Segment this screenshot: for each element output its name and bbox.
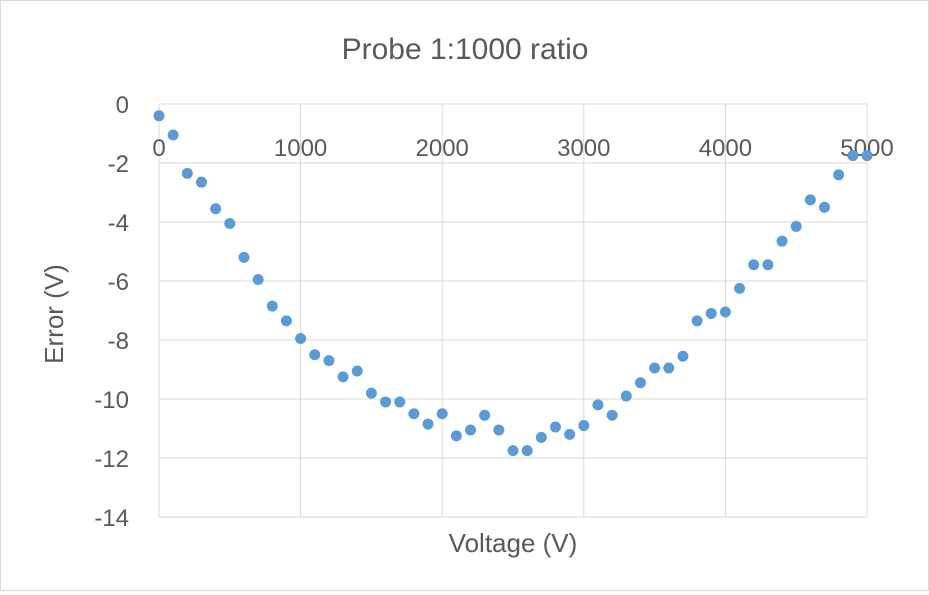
y-tick-label: -4 [108, 210, 129, 237]
data-point [493, 424, 505, 436]
data-point [295, 333, 307, 345]
data-points [153, 110, 873, 457]
y-tick-label: 0 [116, 92, 129, 119]
y-tick-label: -2 [108, 151, 129, 178]
data-point [535, 431, 547, 443]
data-point [833, 169, 845, 181]
data-point [238, 251, 250, 263]
data-point [210, 203, 222, 215]
x-tick-label: 4000 [699, 135, 752, 162]
data-point [380, 396, 392, 408]
data-point [153, 110, 165, 122]
data-point [436, 408, 448, 420]
data-point [479, 409, 491, 421]
y-tick-label: -8 [108, 328, 129, 355]
data-point [606, 409, 618, 421]
x-tick-label: 3000 [557, 135, 610, 162]
data-point [521, 445, 533, 457]
axes [158, 103, 867, 517]
data-point [861, 150, 873, 162]
data-point [195, 176, 207, 188]
data-point [719, 306, 731, 318]
data-point [549, 421, 561, 433]
data-point [649, 362, 661, 374]
data-point [790, 220, 802, 232]
y-tick-label: -12 [94, 446, 129, 473]
data-point [691, 315, 703, 327]
data-point [408, 408, 420, 420]
data-point [663, 362, 675, 374]
data-point [252, 274, 264, 286]
data-point [224, 217, 236, 229]
data-point [365, 387, 377, 399]
x-tick-label: 2000 [416, 135, 469, 162]
x-tick-label: 0 [152, 135, 165, 162]
data-point [266, 300, 278, 312]
data-point [167, 129, 179, 141]
x-tick-label: 1000 [274, 135, 327, 162]
data-point [351, 365, 363, 377]
data-point [819, 201, 831, 213]
data-point [507, 445, 519, 457]
y-axis-title: Error (V) [39, 264, 69, 364]
data-point [776, 235, 788, 247]
data-point [181, 167, 193, 179]
data-point [465, 424, 477, 436]
data-point [634, 377, 646, 389]
y-tick-label: -14 [94, 505, 129, 532]
data-point [677, 350, 689, 362]
data-point [705, 307, 717, 319]
data-point [323, 355, 335, 367]
data-point [748, 259, 760, 271]
data-point [762, 259, 774, 271]
tick-labels: 0-2-4-6-8-10-12-140 1000 2000 3000 4000 5000 [94, 92, 893, 532]
data-point [578, 420, 590, 432]
data-point [847, 150, 859, 162]
chart-title: Probe 1:1000 ratio [342, 33, 589, 66]
data-point [280, 315, 292, 327]
data-point [309, 349, 321, 361]
data-point [592, 399, 604, 411]
data-point [337, 371, 349, 383]
y-tick-label: -10 [94, 387, 129, 414]
data-point [564, 428, 576, 440]
data-point [734, 282, 746, 294]
data-point [422, 418, 434, 430]
data-point [620, 390, 632, 402]
data-point [394, 396, 406, 408]
y-tick-label: -6 [108, 269, 129, 296]
data-point [804, 194, 816, 206]
x-axis-title: Voltage (V) [449, 528, 578, 558]
data-point [450, 430, 462, 442]
gridlines [159, 104, 868, 518]
